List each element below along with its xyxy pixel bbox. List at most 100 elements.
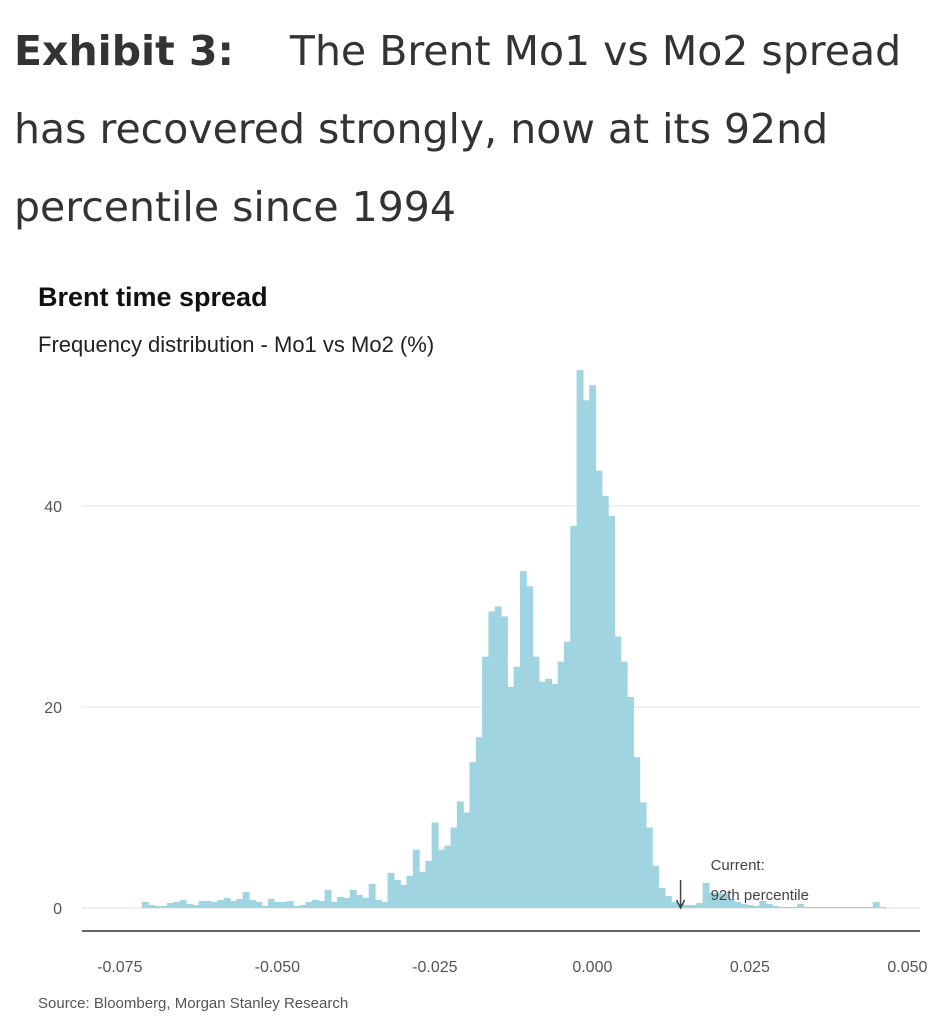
- histogram-bar: [475, 737, 483, 908]
- histogram-bar: [847, 906, 855, 908]
- histogram-bar: [595, 470, 603, 908]
- histogram-bar: [230, 900, 237, 908]
- histogram-bar: [299, 904, 307, 908]
- histogram-bar: [248, 899, 256, 908]
- histogram-bar: [293, 905, 300, 908]
- histogram-bar: [771, 905, 779, 908]
- histogram-bar: [664, 895, 672, 908]
- histogram-bar: [828, 906, 836, 908]
- histogram-bar: [148, 904, 156, 908]
- histogram-bar: [538, 681, 546, 908]
- histogram-bar: [601, 495, 609, 908]
- arrow-head-icon: [675, 899, 686, 910]
- histogram-bar: [727, 899, 735, 908]
- histogram-bar: [803, 906, 811, 908]
- histogram-bar: [841, 906, 849, 908]
- histogram-bar: [639, 802, 647, 908]
- histogram-bar: [790, 906, 798, 908]
- histogram-bar: [532, 656, 540, 908]
- histogram-bar: [463, 812, 471, 908]
- histogram-bar: [488, 611, 496, 908]
- histogram-bar: [746, 904, 754, 908]
- x-tick-label: -0.050: [255, 959, 300, 976]
- histogram-bar: [853, 906, 861, 908]
- histogram-bar: [834, 906, 842, 908]
- histogram-bar: [721, 893, 729, 908]
- histogram-bar: [192, 904, 200, 908]
- x-tick-label: 0.025: [730, 959, 770, 976]
- histogram-bar: [740, 903, 748, 908]
- histogram-bar: [708, 892, 716, 908]
- histogram-bar: [343, 897, 351, 908]
- histogram-bar: [311, 899, 319, 908]
- histogram-bar: [797, 903, 805, 908]
- histogram-bar: [456, 801, 464, 908]
- histogram-bar: [425, 860, 433, 908]
- histogram-bar: [324, 889, 332, 908]
- histogram-bar: [627, 696, 634, 908]
- histogram-bar: [494, 606, 502, 908]
- y-tick-label: 20: [44, 700, 62, 717]
- histogram-bar: [860, 906, 868, 908]
- histogram-bar: [696, 902, 704, 908]
- histogram-bar: [507, 686, 515, 908]
- histogram-bar: [872, 901, 880, 908]
- histogram-bar: [526, 586, 534, 908]
- histogram-bar: [501, 616, 508, 908]
- histogram-bar: [412, 849, 420, 908]
- histogram-bar: [614, 636, 622, 908]
- exhibit-caption: Exhibit 3: The Brent Mo1 vs Mo2 spread ha…: [14, 12, 929, 246]
- histogram-bar: [822, 906, 830, 908]
- histogram-bar: [437, 849, 445, 908]
- histogram-bar: [261, 905, 269, 908]
- histogram-bar: [337, 896, 345, 908]
- histogram-bar: [406, 875, 414, 908]
- histogram-bar: [444, 845, 452, 908]
- x-tick-label: 0.000: [572, 959, 612, 976]
- histogram-bar: [759, 900, 767, 908]
- histogram-bar: [816, 906, 823, 908]
- histogram-bar: [185, 903, 193, 908]
- histogram-bar: [778, 906, 786, 908]
- histogram-bar: [645, 827, 653, 908]
- histogram-bar: [519, 571, 527, 908]
- histogram-bar: [866, 906, 874, 908]
- histogram-bar: [715, 892, 723, 908]
- histogram-bar: [652, 865, 660, 908]
- histogram-bar: [753, 905, 760, 908]
- histogram-bar: [589, 385, 597, 908]
- histogram-bar: [286, 900, 294, 908]
- histogram-bar: [633, 757, 641, 908]
- histogram-bar: [160, 905, 168, 908]
- histogram-bar: [784, 906, 792, 908]
- histogram-bar: [154, 905, 162, 908]
- histogram-bar: [173, 901, 181, 908]
- histogram-bar: [513, 666, 521, 908]
- histogram-bar: [274, 901, 282, 908]
- histogram-bar: [305, 901, 313, 908]
- histogram-bar: [381, 901, 389, 908]
- histogram-bar: [620, 661, 628, 908]
- x-tick-label: 0.050: [887, 959, 927, 976]
- histogram-bar: [482, 656, 489, 908]
- histogram-bar: [765, 903, 773, 908]
- source-note: Source: Bloomberg, Morgan Stanley Resear…: [38, 995, 349, 1012]
- histogram-bar: [734, 901, 742, 908]
- chart-title: Brent time spread: [38, 282, 268, 312]
- histogram-bar: [211, 901, 219, 908]
- histogram-bar: [683, 904, 691, 908]
- histogram-bar: [702, 882, 710, 908]
- histogram-bar: [557, 661, 565, 908]
- histogram-bar: [658, 887, 666, 908]
- histogram-bar: [431, 822, 439, 908]
- histogram-bar: [368, 883, 376, 908]
- histogram-bar: [141, 901, 149, 908]
- histogram-bar: [690, 904, 697, 908]
- x-tick-label: -0.075: [97, 959, 142, 976]
- x-tick-label: -0.025: [412, 959, 457, 976]
- histogram-bar: [204, 900, 212, 908]
- histogram-bar: [608, 515, 616, 908]
- histogram-bar: [179, 899, 187, 908]
- histogram-bar: [469, 762, 477, 908]
